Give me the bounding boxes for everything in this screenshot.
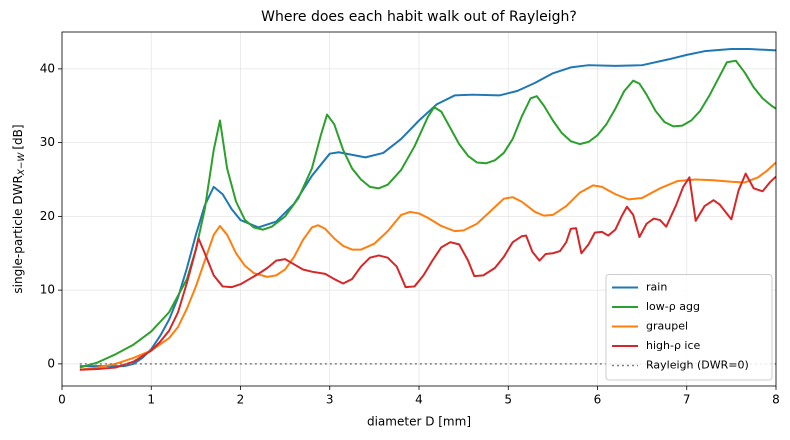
x-tick-label: 4: [415, 393, 423, 407]
y-label-main: single-particle DWR: [11, 175, 25, 293]
y-tick-label: 20: [40, 209, 55, 223]
chart-title: Where does each habit walk out of Raylei…: [261, 9, 577, 25]
legend-label: graupel: [646, 320, 688, 333]
series-line: [79, 161, 776, 371]
series-line: [79, 59, 776, 369]
y-tick-label: 10: [40, 283, 55, 297]
x-tick-label: 2: [237, 393, 245, 407]
legend-label: rain: [646, 281, 667, 294]
x-tick-label: 0: [58, 393, 66, 407]
y-label-unit: [dB]: [11, 124, 25, 149]
y-tick-label: 30: [40, 135, 55, 149]
y-axis-label: single-particle DWRX−W [dB]: [11, 124, 27, 293]
x-tick-label: 3: [326, 393, 334, 407]
x-tick-label: 5: [504, 393, 512, 407]
series-line: [79, 47, 776, 368]
y-tick-label: 0: [47, 356, 55, 370]
legend-label: high-ρ ice: [646, 339, 701, 352]
x-axis-label: diameter D [mm]: [367, 415, 471, 429]
plot-frame: [61, 31, 777, 387]
y-tick-label: 40: [40, 61, 55, 75]
x-tick-label: 7: [683, 393, 691, 407]
legend-label: low-ρ agg: [646, 300, 700, 313]
legend-label: Rayleigh (DWR=0): [646, 359, 749, 372]
legend-box: [605, 274, 773, 381]
x-tick-label: 8: [772, 393, 780, 407]
x-tick-label: 6: [594, 393, 602, 407]
y-label-sub: X−W: [17, 152, 27, 177]
series-line: [79, 172, 776, 371]
x-tick-label: 1: [147, 393, 155, 407]
